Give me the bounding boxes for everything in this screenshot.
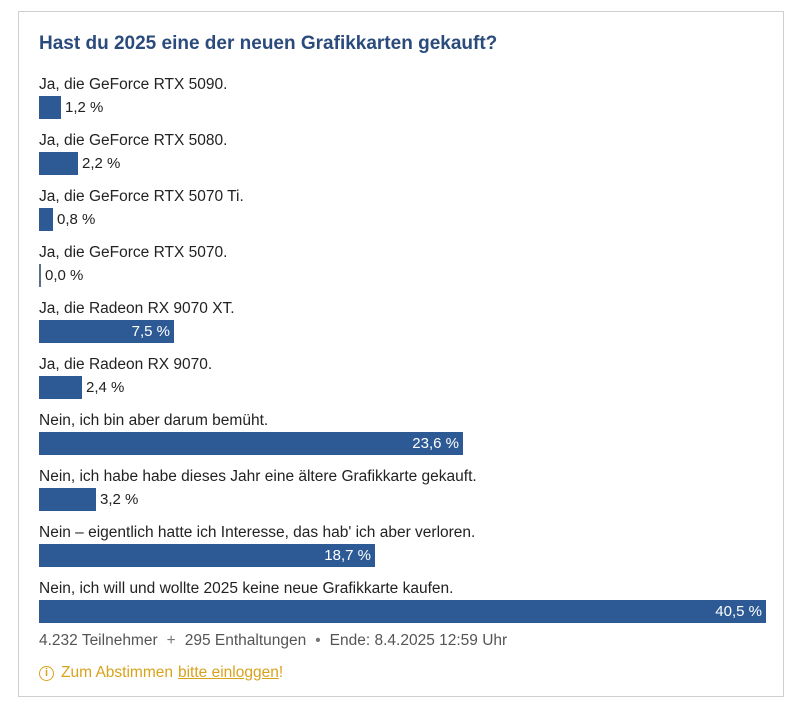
result-percent: 40,5 %: [715, 603, 762, 620]
result-bar: [39, 432, 463, 455]
result-percent: 2,4 %: [86, 379, 125, 396]
result-bar: [39, 376, 82, 399]
result-percent: 1,2 %: [65, 99, 104, 116]
poll-end-date: Ende: 8.4.2025 12:59 Uhr: [329, 632, 508, 649]
poll-option: Ja, die GeForce RTX 5090. 1,2 %: [39, 76, 766, 132]
poll-option: Ja, die GeForce RTX 5070. 0,0 %: [39, 244, 766, 300]
option-label: Nein – eigentlich hatte ich Interesse, d…: [39, 524, 476, 541]
poll-option: Ja, die GeForce RTX 5080. 2,2 %: [39, 132, 766, 188]
result-percent: 23,6 %: [412, 435, 459, 452]
option-label: Ja, die Radeon RX 9070.: [39, 356, 213, 373]
result-bar: [39, 96, 61, 119]
option-label: Ja, die GeForce RTX 5070.: [39, 244, 228, 261]
poll-option: Nein, ich habe habe dieses Jahr eine ält…: [39, 468, 766, 524]
option-label: Nein, ich will und wollte 2025 keine neu…: [39, 580, 454, 597]
result-percent: 3,2 %: [100, 491, 139, 508]
footer-separator-dot: •: [315, 632, 321, 649]
login-hint: i Zum Abstimmen bitte einloggen !: [39, 664, 283, 682]
poll-option: Ja, die Radeon RX 9070 XT. 7,5 %: [39, 300, 766, 356]
poll-option: Nein, ich bin aber darum bemüht. 23,6 %: [39, 412, 766, 468]
result-percent: 0,0 %: [45, 267, 84, 284]
login-link[interactable]: bitte einloggen: [177, 664, 279, 681]
poll-options: Ja, die GeForce RTX 5090. 1,2 % Ja, die Ge…: [39, 76, 766, 636]
participants-count: 4.232 Teilnehmer: [39, 632, 158, 649]
result-bar: [39, 152, 78, 175]
poll-option: Nein, ich will und wollte 2025 keine neu…: [39, 580, 766, 636]
poll-option: Ja, die Radeon RX 9070. 2,4 %: [39, 356, 766, 412]
poll-footer: 4.232 Teilnehmer +295 Enthaltungen • Ende: …: [39, 632, 507, 650]
poll-option: Nein – eigentlich hatte ich Interesse, d…: [39, 524, 766, 580]
login-suffix: !: [278, 664, 284, 681]
option-label: Ja, die GeForce RTX 5090.: [39, 76, 228, 93]
result-bar: [39, 488, 96, 511]
option-label: Ja, die Radeon RX 9070 XT.: [39, 300, 235, 317]
info-icon: i: [39, 665, 54, 681]
option-label: Ja, die GeForce RTX 5080.: [39, 132, 228, 149]
option-label: Ja, die GeForce RTX 5070 Ti.: [39, 188, 244, 205]
poll-title: Hast du 2025 eine der neuen Grafikkarten…: [39, 33, 498, 54]
option-label: Nein, ich bin aber darum bemüht.: [39, 412, 269, 429]
option-label: Nein, ich habe habe dieses Jahr eine ält…: [39, 468, 477, 485]
result-bar: [39, 600, 766, 623]
result-percent: 2,2 %: [82, 155, 121, 172]
result-bar: [39, 208, 53, 231]
footer-separator-plus: +: [166, 632, 176, 649]
login-prefix: Zum Abstimmen: [61, 664, 173, 681]
result-bar: [39, 320, 174, 343]
result-bar: [39, 544, 375, 567]
poll-card: Hast du 2025 eine der neuen Grafikkarten…: [18, 11, 784, 697]
result-bar: [39, 264, 41, 287]
abstentions-count: 295 Enthaltungen: [184, 632, 307, 649]
result-percent: 18,7 %: [324, 547, 371, 564]
result-percent: 0,8 %: [57, 211, 96, 228]
result-percent: 7,5 %: [131, 323, 170, 340]
poll-option: Ja, die GeForce RTX 5070 Ti. 0,8 %: [39, 188, 766, 244]
